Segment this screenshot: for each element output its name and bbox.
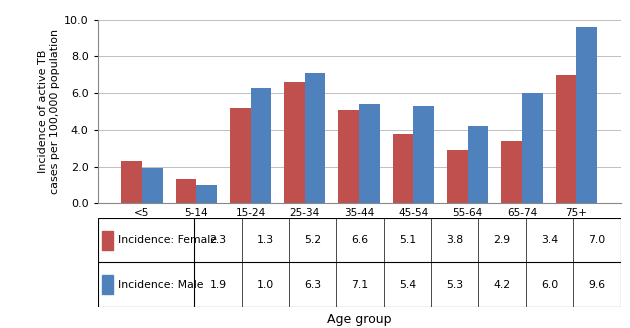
Bar: [576, 27, 597, 203]
Bar: [230, 108, 251, 203]
Bar: [251, 88, 271, 203]
Bar: [392, 133, 413, 203]
Text: 5.1: 5.1: [399, 235, 416, 245]
Bar: [102, 275, 113, 294]
Text: 1.9: 1.9: [210, 279, 227, 290]
Text: 7.1: 7.1: [352, 279, 369, 290]
Text: 7.0: 7.0: [588, 235, 605, 245]
Text: 5.4: 5.4: [399, 279, 416, 290]
Bar: [305, 73, 326, 203]
Bar: [359, 104, 380, 203]
Bar: [338, 110, 359, 203]
Text: 3.4: 3.4: [541, 235, 558, 245]
Text: Incidence: Female: Incidence: Female: [118, 235, 217, 245]
Text: 9.6: 9.6: [588, 279, 605, 290]
Text: 6.0: 6.0: [541, 279, 558, 290]
Text: 4.2: 4.2: [494, 279, 511, 290]
Text: 5.2: 5.2: [304, 235, 321, 245]
Text: 1.0: 1.0: [257, 279, 274, 290]
Bar: [197, 185, 217, 203]
Bar: [176, 179, 197, 203]
Bar: [556, 75, 576, 203]
Bar: [284, 82, 305, 203]
Bar: [467, 126, 488, 203]
Bar: [413, 106, 434, 203]
Text: Incidence: Male: Incidence: Male: [118, 279, 203, 290]
Text: 3.8: 3.8: [446, 235, 464, 245]
Text: Age group: Age group: [327, 313, 391, 326]
Text: 2.9: 2.9: [494, 235, 511, 245]
Bar: [522, 93, 542, 203]
Text: 1.3: 1.3: [257, 235, 274, 245]
Bar: [447, 150, 467, 203]
Bar: [122, 161, 142, 203]
Bar: [142, 169, 163, 203]
Y-axis label: Incidence of active TB
cases per 100,000 population: Incidence of active TB cases per 100,000…: [38, 29, 60, 194]
Bar: [102, 231, 113, 250]
Text: 5.3: 5.3: [446, 279, 464, 290]
Text: 6.3: 6.3: [304, 279, 321, 290]
Text: 2.3: 2.3: [210, 235, 227, 245]
Text: 6.6: 6.6: [352, 235, 369, 245]
Bar: [501, 141, 522, 203]
